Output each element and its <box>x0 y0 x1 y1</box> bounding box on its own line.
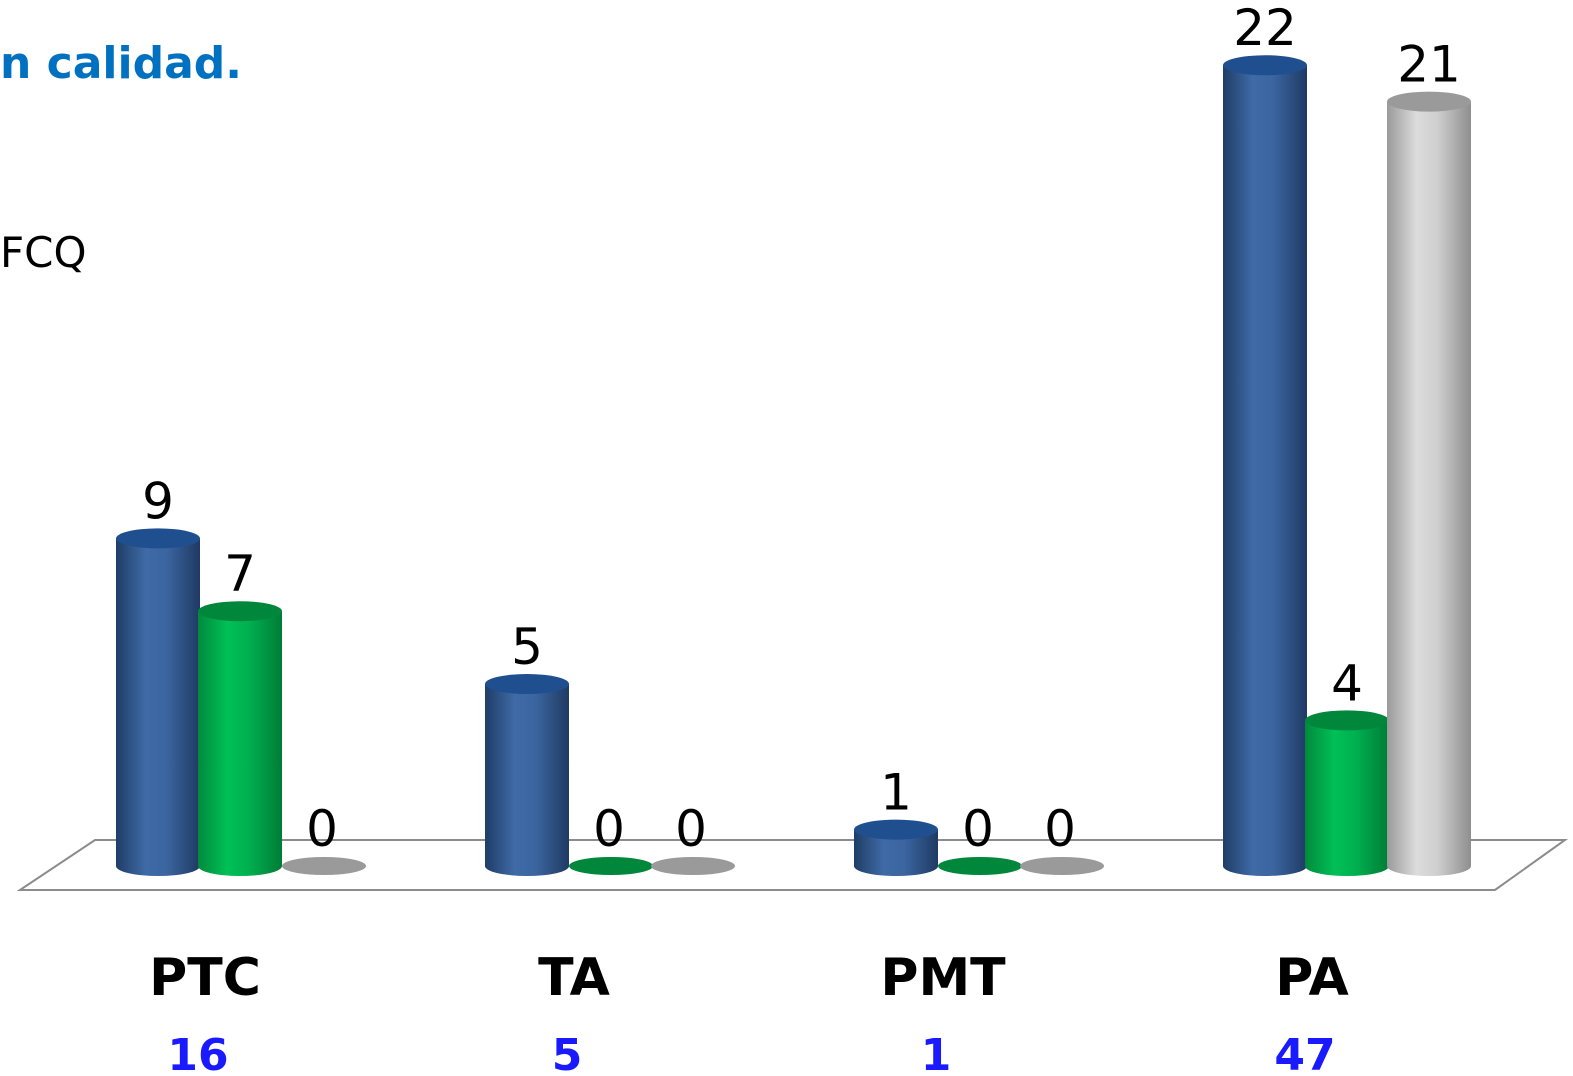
value-label: 0 <box>593 800 625 858</box>
value-label: 0 <box>675 800 707 858</box>
bar-ta-s1 <box>485 674 569 876</box>
bar-pmt-s2 <box>938 857 1022 875</box>
bar-pa-s3 <box>1387 91 1471 877</box>
bar-ptc-s2 <box>198 601 282 876</box>
value-label: 5 <box>511 618 543 676</box>
category-total: 5 <box>552 1030 583 1076</box>
value-label: 9 <box>142 472 174 530</box>
category-total: 16 <box>167 1030 228 1076</box>
category-total: 47 <box>1274 1030 1335 1076</box>
value-label: 0 <box>962 800 994 858</box>
bar-ta-s3 <box>651 857 735 875</box>
value-label: 4 <box>1331 654 1363 712</box>
value-label: 1 <box>880 764 912 822</box>
bar-ptc-s1 <box>116 528 200 876</box>
value-label: 7 <box>224 545 256 603</box>
value-label: 0 <box>1044 800 1076 858</box>
value-label: 21 <box>1397 36 1461 94</box>
value-label: 0 <box>306 800 338 858</box>
bar-ta-s2 <box>569 857 653 875</box>
value-label: 22 <box>1233 0 1297 57</box>
category-label: PMT <box>880 948 1006 1008</box>
bar-pa-s1 <box>1223 55 1307 876</box>
category-label: PTC <box>149 948 261 1008</box>
bar-pmt-s1 <box>854 819 938 876</box>
category-total: 1 <box>921 1030 952 1076</box>
bar-pmt-s3 <box>1020 857 1104 875</box>
legend-fragment: FCQ <box>0 228 87 277</box>
bar-ptc-s3 <box>282 857 366 875</box>
category-label: PA <box>1275 948 1349 1008</box>
category-label: TA <box>538 948 610 1008</box>
bar-pa-s2 <box>1305 710 1389 876</box>
chart-title: n calidad. <box>0 38 242 89</box>
chart-floor <box>16 839 1569 891</box>
